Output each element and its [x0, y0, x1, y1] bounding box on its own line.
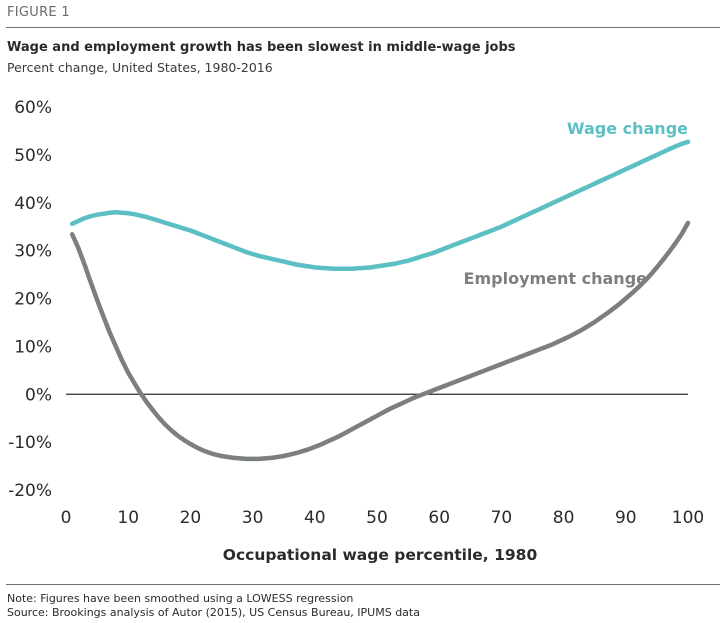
x-axis-label: Occupational wage percentile, 1980: [223, 546, 538, 564]
y-tick-label: 60%: [14, 98, 52, 118]
x-tick-label: 20: [180, 508, 202, 528]
chart-subtitle: Percent change, United States, 1980-2016: [7, 60, 273, 75]
x-tick-label: 30: [242, 508, 264, 528]
x-tick-label: 10: [117, 508, 139, 528]
y-tick-label: -20%: [8, 481, 52, 501]
wage-change-line: [69, 139, 691, 272]
y-tick-label: 50%: [14, 146, 52, 166]
y-tick-label: 0%: [25, 385, 52, 405]
y-tick-label: 30%: [14, 242, 52, 262]
note-text: Note: Figures have been smoothed using a…: [7, 592, 354, 605]
employment-change-series-label: Employment change: [464, 269, 648, 288]
x-tick-label: 50: [366, 508, 388, 528]
header-divider: [6, 27, 720, 28]
series-lines: [69, 139, 691, 462]
wage-change-series-label: Wage change: [567, 119, 688, 138]
x-tick-label: 0: [61, 508, 72, 528]
source-text: Source: Brookings analysis of Autor (201…: [7, 606, 420, 619]
y-tick-label: 40%: [14, 194, 52, 214]
figure-label: FIGURE 1: [7, 5, 70, 20]
x-axis-tick-labels: 0 10 20 30 40 50 60 70 80 90 100: [61, 508, 705, 528]
x-tick-label: 100: [672, 508, 704, 528]
footer-divider: [6, 584, 720, 585]
y-tick-label: 20%: [14, 290, 52, 310]
x-tick-label: 60: [428, 508, 450, 528]
x-tick-label: 80: [553, 508, 575, 528]
y-tick-label: -10%: [8, 433, 52, 453]
x-tick-label: 70: [491, 508, 513, 528]
chart-title: Wage and employment growth has been slow…: [7, 40, 516, 55]
x-tick-label: 90: [615, 508, 637, 528]
y-axis-tick-labels: -20% -10% 0% 10% 20% 30% 40% 50% 60%: [8, 98, 52, 501]
x-tick-label: 40: [304, 508, 326, 528]
employment-change-line: [69, 220, 691, 462]
y-tick-label: 10%: [14, 337, 52, 357]
